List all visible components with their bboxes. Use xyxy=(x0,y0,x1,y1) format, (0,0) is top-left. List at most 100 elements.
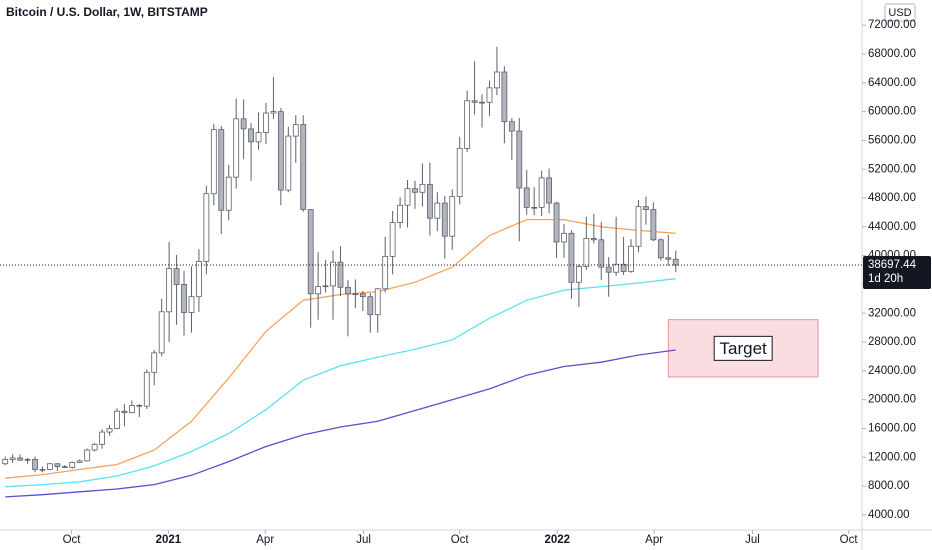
candle-body xyxy=(590,237,597,241)
candle-body xyxy=(665,257,672,260)
last-price-label: 38697.44 xyxy=(868,259,917,271)
candle-body xyxy=(121,410,128,414)
candle-body xyxy=(61,466,68,468)
candle-body xyxy=(39,469,46,471)
y-tick-label: 16000.00 xyxy=(868,422,916,434)
candle-body xyxy=(114,410,120,429)
candle-body xyxy=(382,255,389,290)
candle-body xyxy=(605,266,612,273)
y-tick-label: 24000.00 xyxy=(868,365,916,377)
candle-body xyxy=(598,239,605,268)
candle-body xyxy=(210,129,217,195)
candle-body xyxy=(657,239,664,259)
y-tick-label: 4000.00 xyxy=(868,509,910,521)
candle-body xyxy=(330,261,336,287)
candle-body xyxy=(24,459,31,461)
y-tick-label: 56000.00 xyxy=(868,134,916,146)
y-tick-label: 60000.00 xyxy=(868,106,916,118)
candle-body xyxy=(292,124,299,137)
candle-body xyxy=(47,463,53,470)
candle-body xyxy=(173,268,180,285)
y-tick-label: 32000.00 xyxy=(868,307,916,319)
candle-body xyxy=(128,405,135,414)
candle-body xyxy=(449,196,456,237)
candle-body xyxy=(456,147,463,197)
candle-body xyxy=(218,129,225,211)
candle-body xyxy=(486,87,493,103)
candle-body xyxy=(307,209,314,295)
candle-body xyxy=(389,222,396,257)
y-tick-label: 52000.00 xyxy=(868,163,916,175)
candle-body xyxy=(91,443,98,451)
x-tick-label: Jul xyxy=(356,534,371,546)
candle-body xyxy=(352,293,359,296)
candle-body xyxy=(255,132,262,143)
candle-body xyxy=(84,449,91,462)
candle-body xyxy=(441,202,448,237)
x-tick-label: Apr xyxy=(645,534,663,546)
y-tick-label: 28000.00 xyxy=(868,336,916,348)
candle-body xyxy=(434,202,441,219)
candle-body xyxy=(300,124,307,210)
candle-body xyxy=(136,405,143,407)
candle-body xyxy=(635,206,642,247)
candle-body xyxy=(516,130,523,189)
y-tick-label: 72000.00 xyxy=(868,19,916,31)
candle-body xyxy=(575,266,582,283)
candle-body xyxy=(374,288,381,316)
y-tick-label: 8000.00 xyxy=(868,480,910,492)
candle-body xyxy=(188,296,195,313)
candle-body xyxy=(404,188,411,206)
x-tick-label: Oct xyxy=(840,534,859,546)
candle-body xyxy=(9,457,16,460)
x-tick-label: 2022 xyxy=(544,534,570,546)
y-tick-label: 44000.00 xyxy=(868,221,916,233)
x-tick-label: Oct xyxy=(451,534,470,546)
candle-body xyxy=(412,188,418,193)
y-tick-label: 64000.00 xyxy=(868,77,916,89)
candle-body xyxy=(568,232,575,283)
candle-body xyxy=(181,284,187,313)
candle-body xyxy=(471,100,478,103)
candle-body xyxy=(69,461,76,468)
candle-body xyxy=(538,177,545,208)
candle-body xyxy=(17,457,24,461)
x-tick-label: 2021 xyxy=(156,534,182,546)
candle-body xyxy=(367,296,374,316)
currency-box[interactable] xyxy=(884,3,916,22)
candle-body xyxy=(158,311,165,354)
currency-label[interactable]: USD xyxy=(888,7,911,19)
y-tick-label: 48000.00 xyxy=(868,192,916,204)
moving-average-line xyxy=(5,349,676,498)
candle-body xyxy=(76,460,83,463)
candle-body xyxy=(345,286,351,295)
y-tick-label: 20000.00 xyxy=(868,394,916,406)
candle-body xyxy=(628,245,634,272)
candle-body xyxy=(650,209,657,241)
candle-body xyxy=(285,135,292,191)
candle-body xyxy=(233,118,240,178)
candle-body xyxy=(479,101,485,104)
last-price-badge xyxy=(863,256,931,290)
candle-body xyxy=(464,100,471,149)
candle-body xyxy=(494,71,500,89)
annotation-label-box xyxy=(713,335,773,361)
candle-body xyxy=(151,352,158,373)
x-tick-label: Oct xyxy=(63,534,82,546)
candle-body xyxy=(106,428,113,433)
candle-body xyxy=(203,193,210,262)
candle-body xyxy=(419,183,426,193)
candle-body xyxy=(143,371,150,407)
candle-body xyxy=(315,286,322,295)
candle-body xyxy=(643,206,649,210)
x-tick-label: Jul xyxy=(745,534,760,546)
x-tick-label: Apr xyxy=(256,534,274,546)
candle-body xyxy=(277,111,284,191)
candle-body xyxy=(523,187,530,208)
candle-body xyxy=(248,128,254,143)
candle-body xyxy=(561,232,567,243)
candle-body xyxy=(270,111,277,114)
